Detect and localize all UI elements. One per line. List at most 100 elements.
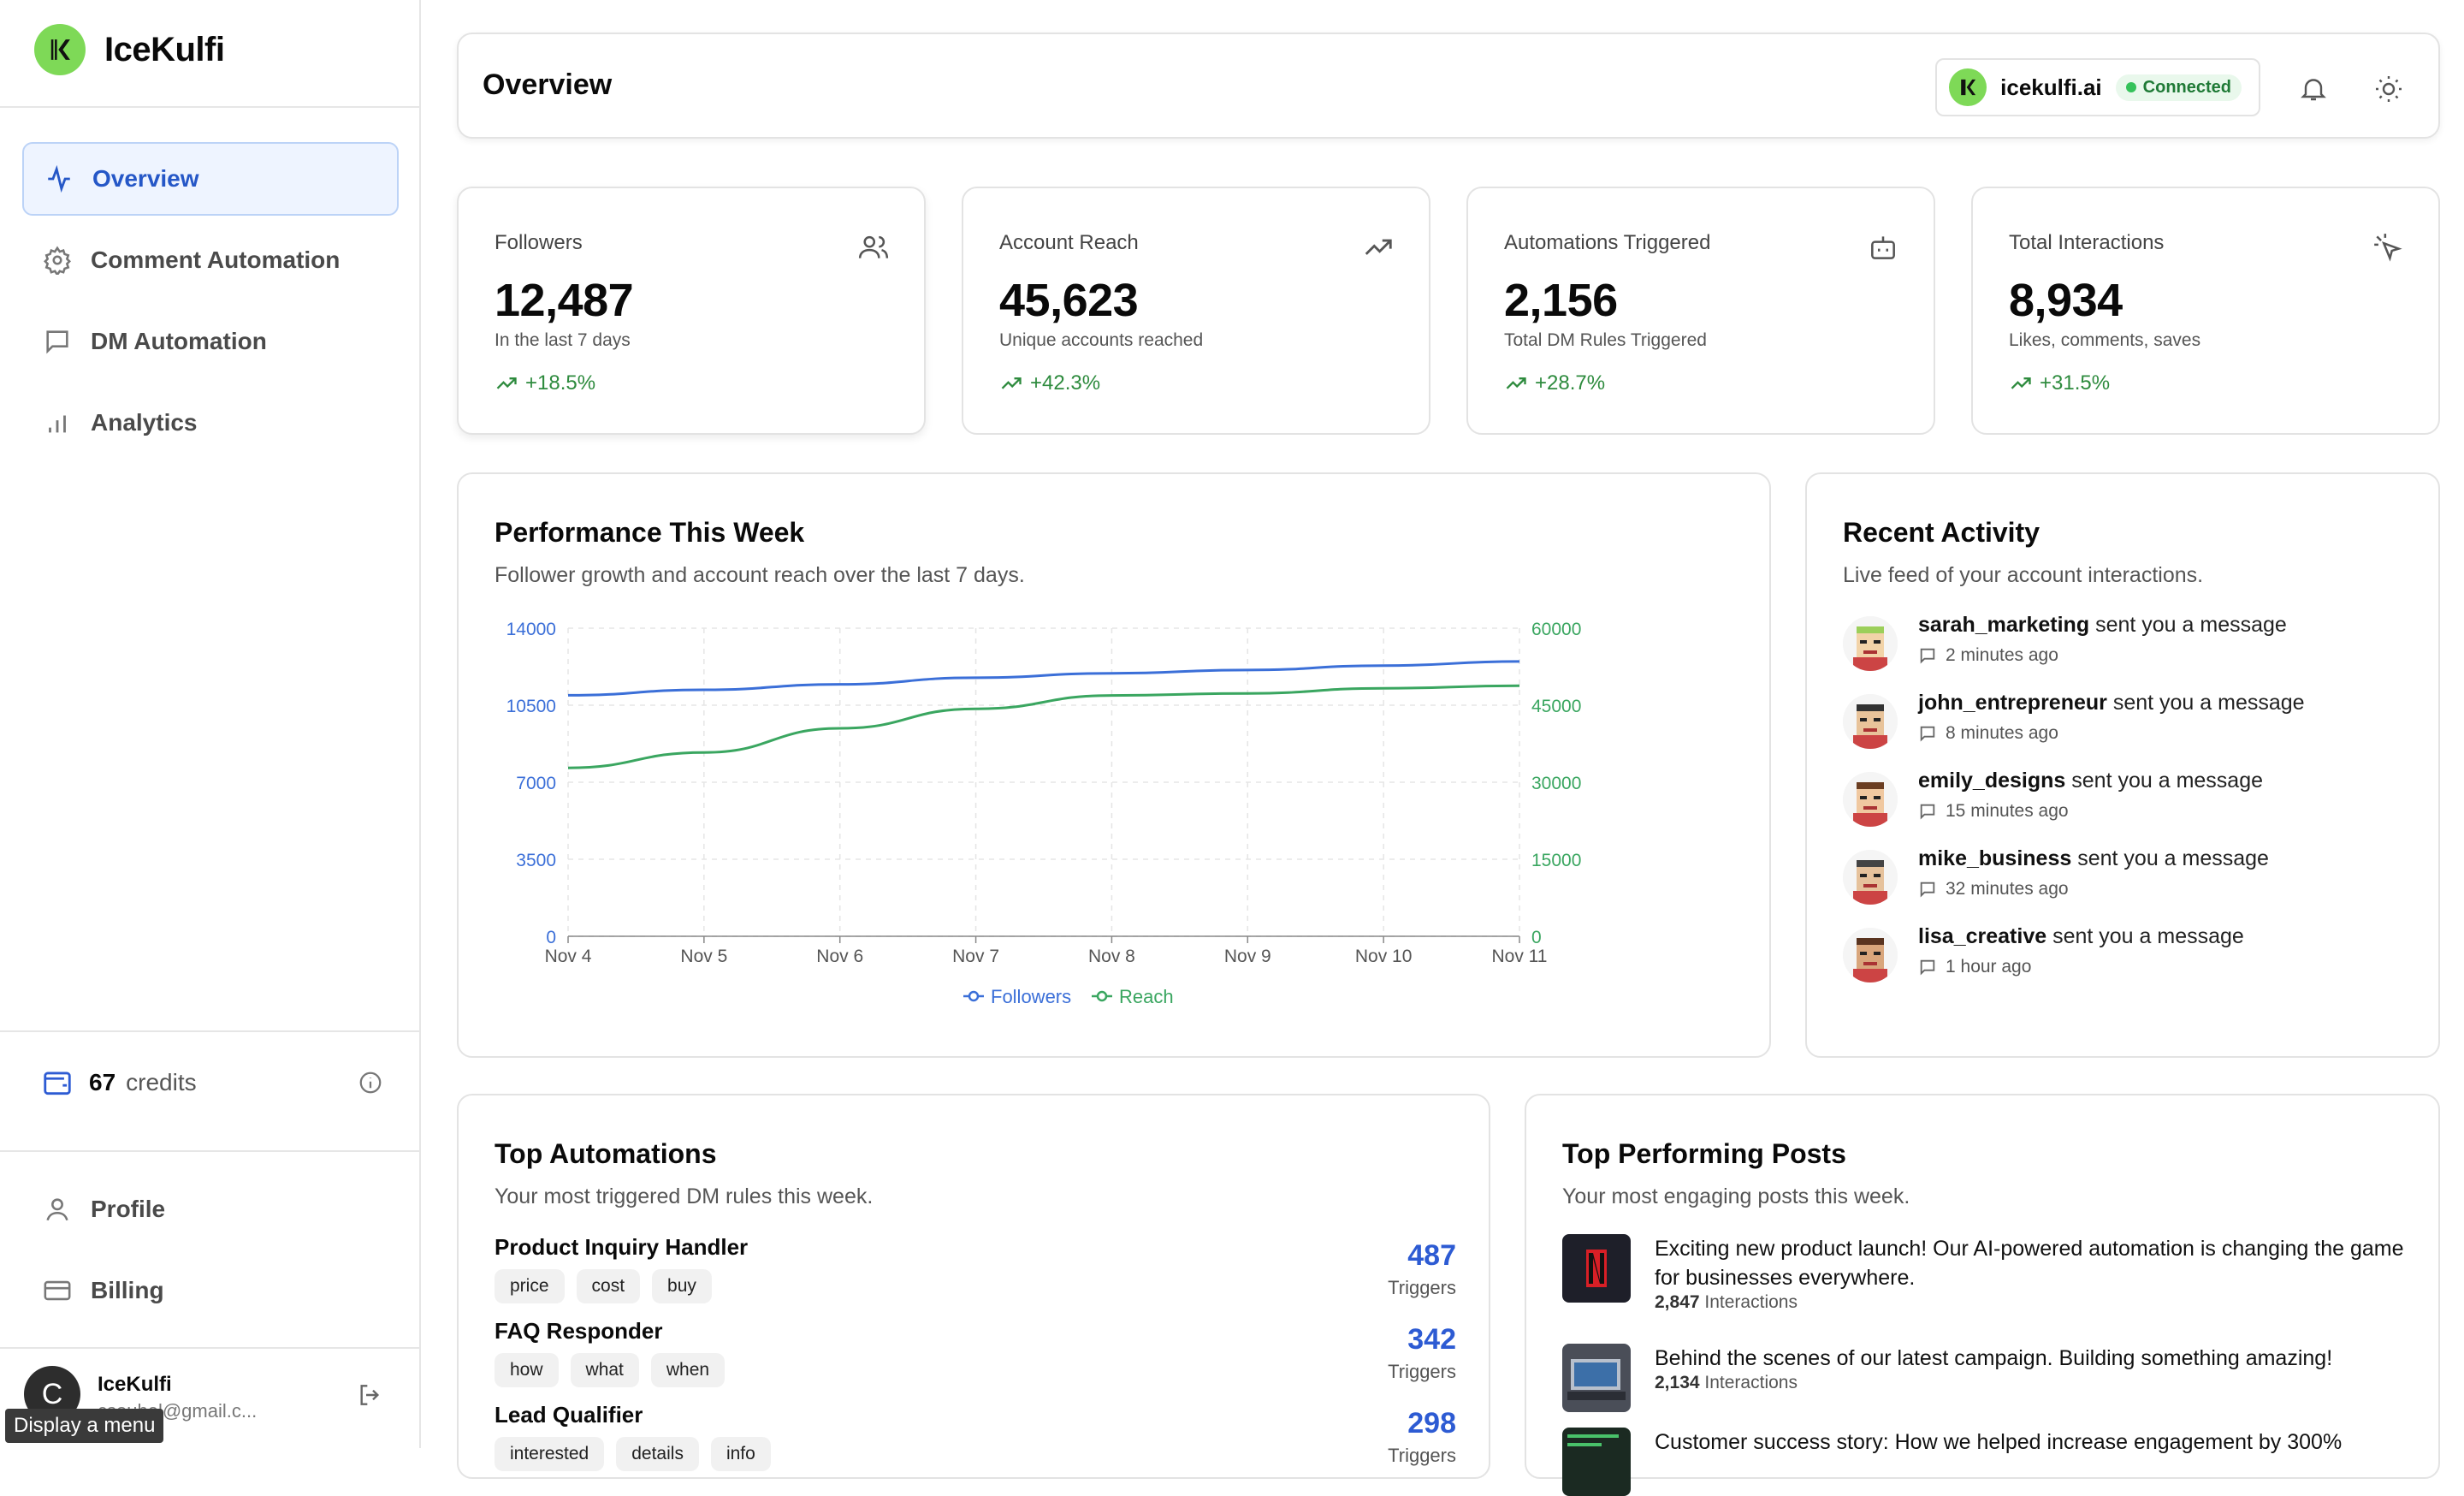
account-logo-icon bbox=[1949, 68, 1987, 106]
post-text: Behind the scenes of our latest campaign… bbox=[1655, 1346, 2333, 1370]
keyword-tag: how bbox=[495, 1353, 559, 1387]
message-icon bbox=[1920, 882, 1935, 898]
activity-time-text: 8 minutes ago bbox=[1946, 723, 2058, 743]
bell-icon[interactable] bbox=[2298, 74, 2329, 104]
activity-action: sent you a message bbox=[2077, 846, 2269, 870]
y-right-tick-label: 30000 bbox=[1531, 774, 1581, 793]
activity-text: mike_business sent you a message bbox=[1918, 846, 2269, 871]
avatar bbox=[1843, 928, 1898, 982]
trending-up-icon bbox=[1506, 377, 1526, 389]
performance-chart: 0 3500 7000 10500 14000 0 15000 30000 45000 60000… bbox=[506, 620, 1582, 1007]
logout-icon[interactable] bbox=[356, 1381, 383, 1409]
interaction-label: Interactions bbox=[1704, 1292, 1798, 1312]
keyword-tag: cost bbox=[576, 1269, 641, 1303]
card-title: Top Performing Posts bbox=[1562, 1138, 1846, 1169]
y-right-tick-label: 15000 bbox=[1531, 851, 1581, 870]
stat-change-value: +18.5% bbox=[525, 371, 596, 395]
top-posts-card: Top Performing Posts Your most engaging … bbox=[1525, 1094, 2440, 1496]
x-tick-label: Nov 8 bbox=[1088, 947, 1135, 966]
legend-label: Reach bbox=[1119, 986, 1174, 1007]
activity-item[interactable]: mike_business sent you a message 32 minu… bbox=[1843, 846, 2408, 915]
activity-icon bbox=[48, 164, 70, 193]
divider bbox=[0, 1150, 421, 1152]
y-left-tick-label: 0 bbox=[546, 928, 556, 947]
pointer-click-icon bbox=[2374, 234, 2402, 262]
automation-rule[interactable]: Product Inquiry Handler price cost buy 487… bbox=[495, 1234, 1456, 1303]
main-nav: Overview Comment Automation DM Automatio… bbox=[22, 142, 399, 467]
account-nav: Profile Billing bbox=[22, 1172, 399, 1335]
post-interactions: 2,847 Interactions bbox=[1655, 1292, 1798, 1313]
stat-subtitle: Unique accounts reached bbox=[999, 330, 1204, 350]
credit-card-icon bbox=[44, 1280, 71, 1301]
keyword-tag: interested bbox=[495, 1437, 605, 1471]
legend-marker-dot bbox=[1096, 990, 1108, 1002]
activity-item[interactable]: lisa_creative sent you a message 1 hour … bbox=[1843, 924, 2408, 993]
keyword-tags: interested details info bbox=[495, 1437, 1456, 1471]
automation-rule[interactable]: Lead Qualifier interested details info 298… bbox=[495, 1402, 1456, 1471]
users-icon bbox=[858, 235, 889, 258]
y-left-tick-label: 7000 bbox=[516, 774, 556, 793]
nav-item-analytics[interactable]: Analytics bbox=[22, 386, 399, 460]
card-title: Top Automations bbox=[495, 1138, 717, 1169]
stat-change: +31.5% bbox=[2009, 371, 2110, 395]
activity-action: sent you a message bbox=[2071, 769, 2264, 793]
nav-label: Comment Automation bbox=[91, 246, 341, 273]
message-icon bbox=[1920, 726, 1935, 742]
series-line-reach bbox=[567, 684, 1520, 769]
stat-label: Total Interactions bbox=[2009, 231, 2165, 254]
stat-label: Automations Triggered bbox=[1504, 231, 1711, 254]
rule-name: FAQ Responder bbox=[495, 1318, 663, 1344]
keyword-tags: price cost buy bbox=[495, 1269, 1456, 1303]
legend-marker-dot bbox=[968, 990, 980, 1002]
credits-display: 67 credits bbox=[41, 1066, 383, 1099]
bot-icon bbox=[1871, 236, 1895, 259]
message-icon bbox=[1920, 648, 1935, 664]
info-icon[interactable] bbox=[358, 1070, 383, 1095]
activity-time: 2 minutes ago bbox=[1918, 645, 2058, 666]
x-tick-label: Nov 9 bbox=[1224, 947, 1271, 966]
nav-label: DM Automation bbox=[91, 328, 267, 354]
trigger-label: Triggers bbox=[1388, 1361, 1456, 1382]
stat-value: 45,623 bbox=[999, 275, 1139, 326]
nav-item-profile[interactable]: Profile bbox=[22, 1172, 399, 1246]
x-tick-label: Nov 5 bbox=[680, 947, 727, 966]
account-switcher[interactable]: icekulfi.ai Connected bbox=[1935, 58, 2260, 116]
activity-time-text: 2 minutes ago bbox=[1946, 645, 2058, 665]
nav-item-billing[interactable]: Billing bbox=[22, 1254, 399, 1327]
rule-name: Lead Qualifier bbox=[495, 1402, 643, 1428]
sun-icon[interactable] bbox=[2373, 74, 2404, 104]
nav-item-comment-automation[interactable]: Comment Automation bbox=[22, 223, 399, 297]
wallet-icon bbox=[44, 1072, 71, 1095]
activity-time-text: 32 minutes ago bbox=[1946, 879, 2069, 899]
activity-time: 8 minutes ago bbox=[1918, 723, 2058, 744]
activity-time-text: 15 minutes ago bbox=[1946, 801, 2069, 821]
credits-label: credits bbox=[126, 1069, 197, 1095]
stat-subtitle: Likes, comments, saves bbox=[2009, 330, 2201, 350]
activity-item[interactable]: sarah_marketing sent you a message 2 min… bbox=[1843, 613, 2408, 681]
activity-text: sarah_marketing sent you a message bbox=[1918, 613, 2287, 638]
activity-item[interactable]: john_entrepreneur sent you a message 8 m… bbox=[1843, 691, 2408, 759]
keyword-tag: info bbox=[710, 1437, 771, 1471]
stat-value: 8,934 bbox=[2009, 275, 2123, 326]
sidebar: IceKulfi Overview Comment Automation DM … bbox=[0, 0, 421, 1448]
stat-change-value: +31.5% bbox=[2040, 371, 2111, 395]
stat-change: +42.3% bbox=[999, 371, 1100, 395]
activity-item[interactable]: emily_designs sent you a message 15 minu… bbox=[1843, 769, 2408, 837]
x-tick-label: Nov 6 bbox=[816, 947, 863, 966]
stat-card-followers: Followers 12,487 In the last 7 days +18.… bbox=[457, 187, 926, 435]
brand[interactable]: IceKulfi bbox=[34, 24, 225, 75]
card-subtitle: Your most triggered DM rules this week. bbox=[495, 1184, 874, 1208]
stat-card-interactions: Total Interactions 8,934 Likes, comments… bbox=[1971, 187, 2440, 435]
nav-item-dm-automation[interactable]: DM Automation bbox=[22, 305, 399, 378]
nav-label: Analytics bbox=[91, 409, 198, 436]
activity-text: emily_designs sent you a message bbox=[1918, 769, 2263, 793]
avatar bbox=[1843, 772, 1898, 827]
nav-item-overview[interactable]: Overview bbox=[22, 142, 399, 216]
activity-time-text: 1 hour ago bbox=[1946, 957, 2032, 977]
post-text: Customer success story: How we helped in… bbox=[1655, 1430, 2343, 1454]
page-title: Overview bbox=[483, 68, 613, 101]
post-text: Exciting new product launch! Our AI-powe… bbox=[1655, 1237, 2404, 1290]
automation-rule[interactable]: FAQ Responder how what when 342 Triggers bbox=[495, 1318, 1456, 1387]
activity-text: john_entrepreneur sent you a message bbox=[1918, 691, 2305, 715]
card-title: Recent Activity bbox=[1843, 517, 2040, 548]
